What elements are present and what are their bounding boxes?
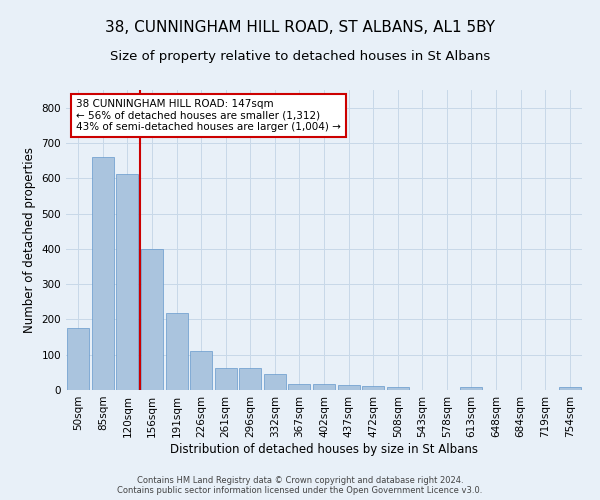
Text: Size of property relative to detached houses in St Albans: Size of property relative to detached ho… [110,50,490,63]
Bar [313,384,335,390]
Y-axis label: Number of detached properties: Number of detached properties [23,147,36,333]
Bar [289,384,310,390]
Bar [460,387,482,390]
X-axis label: Distribution of detached houses by size in St Albans: Distribution of detached houses by size … [170,442,478,456]
Bar [190,351,212,390]
Bar [559,387,581,390]
Bar [166,313,188,390]
Bar [338,385,359,390]
Text: 38 CUNNINGHAM HILL ROAD: 147sqm
← 56% of detached houses are smaller (1,312)
43%: 38 CUNNINGHAM HILL ROAD: 147sqm ← 56% of… [76,99,341,132]
Text: Contains HM Land Registry data © Crown copyright and database right 2024.
Contai: Contains HM Land Registry data © Crown c… [118,476,482,495]
Bar [239,368,262,390]
Text: 38, CUNNINGHAM HILL ROAD, ST ALBANS, AL1 5BY: 38, CUNNINGHAM HILL ROAD, ST ALBANS, AL1… [105,20,495,35]
Bar [141,249,163,390]
Bar [215,368,237,390]
Bar [116,174,139,390]
Bar [386,387,409,390]
Bar [92,157,114,390]
Bar [264,374,286,390]
Bar [362,386,384,390]
Bar [67,328,89,390]
